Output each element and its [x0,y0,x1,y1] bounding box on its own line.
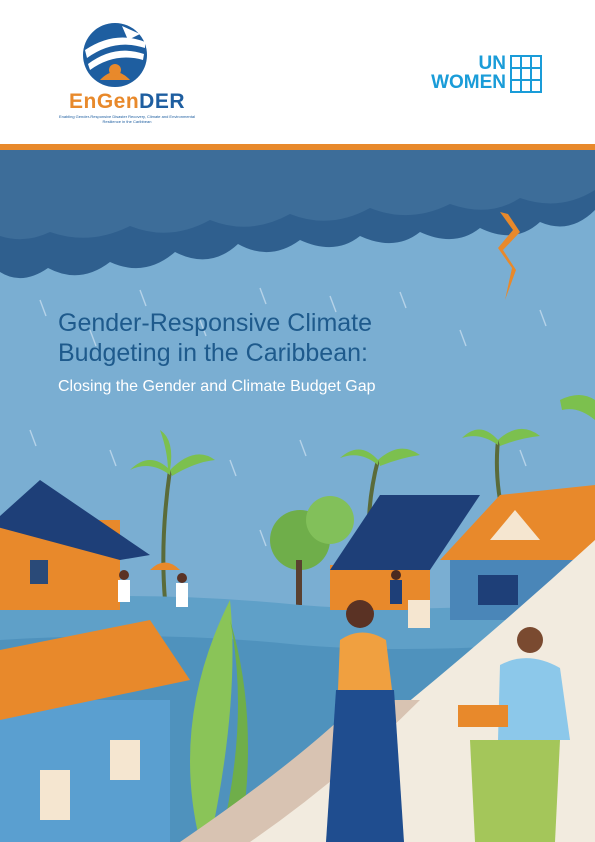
cover-subtitle: Closing the Gender and Climate Budget Ga… [58,378,376,395]
cover-title-block: Gender-Responsive Climate Budgeting in t… [58,308,478,396]
engender-emblem-icon [83,23,147,87]
house-left-back [0,480,150,610]
engender-tagline: Enabling Gender-Responsive Disaster Reco… [59,114,195,124]
header-divider [0,144,595,150]
lightning-icon [498,212,520,300]
engender-wordmark: EnGenDER [68,90,186,113]
un-women-logo: UN WOMEN [398,54,544,96]
un-women-emblem-icon [510,55,542,93]
engender-logo: EnGenDER Enabling Gender-Responsive Disa… [52,20,202,130]
figures-background [118,562,402,607]
cover-title: Gender-Responsive Climate Budgeting in t… [58,308,478,368]
cover-title-line-1: Gender-Responsive Climate [58,309,373,337]
un-women-wordmark: UN WOMEN [431,53,506,93]
storm-illustration [0,150,595,842]
house-front-left [0,620,190,842]
cover-header: EnGenDER Enabling Gender-Responsive Disa… [0,0,595,144]
man-figure [458,627,570,842]
woman-figure [326,600,430,842]
cover-title-line-2: Budgeting in the Caribbean: [58,339,368,367]
